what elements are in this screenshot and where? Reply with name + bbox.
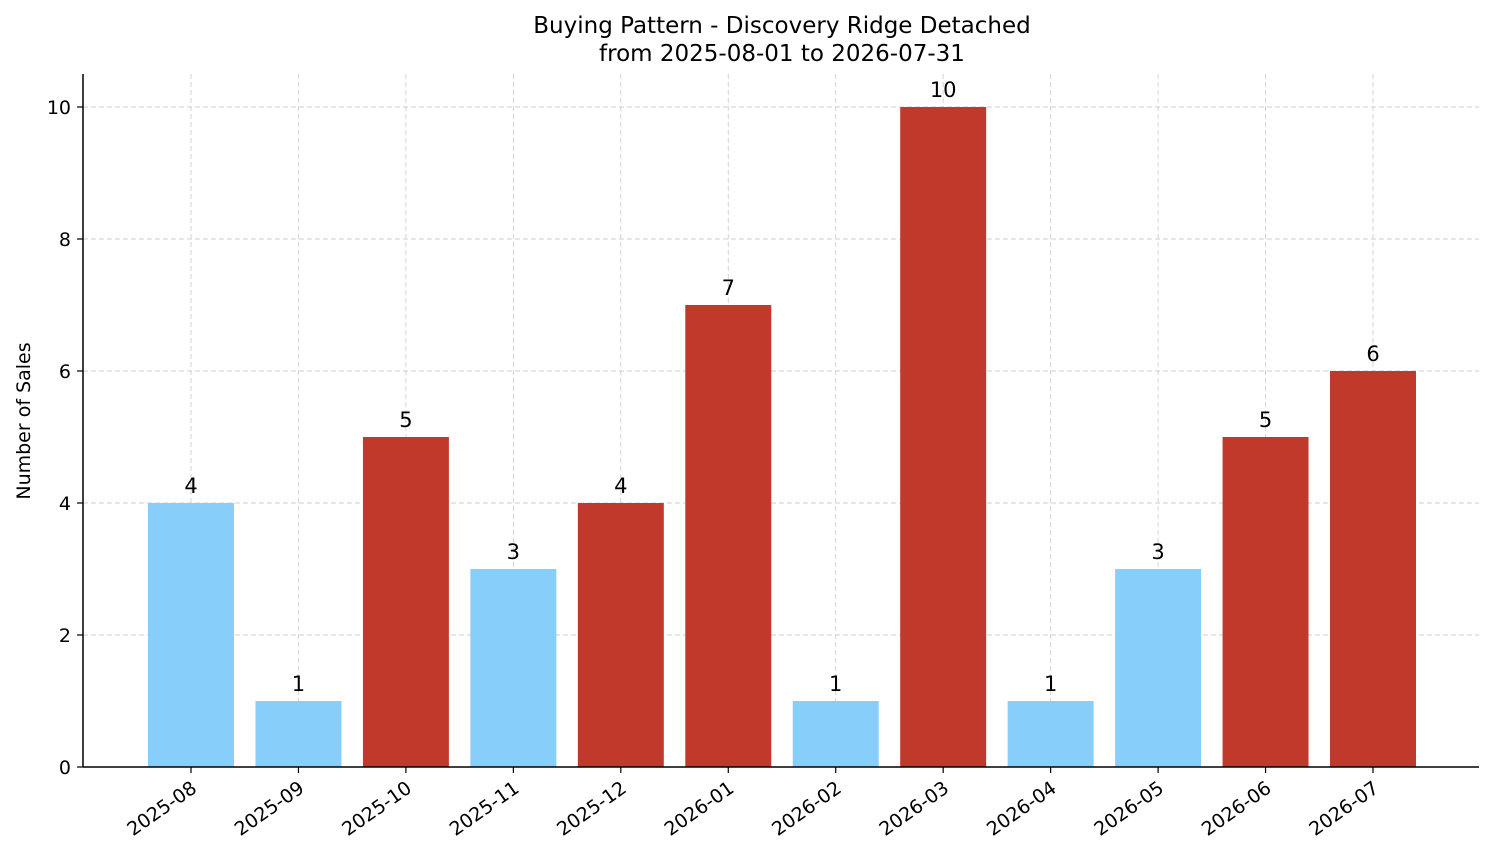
bar-value-label: 6 <box>1366 342 1379 366</box>
bar-2026-03 <box>900 107 987 767</box>
x-tick-label: 2025-09 <box>231 777 309 841</box>
x-tick-label: 2025-10 <box>338 777 416 841</box>
x-tick-label: 2026-06 <box>1198 777 1276 841</box>
bar-2026-02 <box>792 701 879 767</box>
y-tick-label: 8 <box>59 229 71 251</box>
bar-2025-09 <box>255 701 342 767</box>
bar-2026-01 <box>685 305 772 767</box>
x-tick-label: 2025-08 <box>123 777 201 841</box>
y-tick-label: 6 <box>59 361 71 383</box>
bar-2025-08 <box>148 503 234 767</box>
bar-value-label: 10 <box>930 78 957 102</box>
bar-value-label: 1 <box>829 672 842 696</box>
x-tick-label: 2026-02 <box>768 777 846 841</box>
bar-2025-10 <box>362 437 449 767</box>
y-tick-label: 10 <box>47 97 71 119</box>
y-tick-label: 4 <box>59 493 71 515</box>
bar-value-label: 3 <box>507 540 520 564</box>
x-tick-label: 2025-12 <box>553 777 631 841</box>
bar-value-label: 7 <box>722 276 735 300</box>
bar-2025-12 <box>577 503 664 767</box>
bar-2025-11 <box>470 569 557 767</box>
data-labels: 4 1 5 3 4 7 1 10 1 3 5 6 <box>184 78 1379 696</box>
x-tick-label: 2026-01 <box>660 777 738 841</box>
x-tick-label: 2026-03 <box>875 777 953 841</box>
chart-subtitle: from 2025-08-01 to 2026-07-31 <box>599 41 965 67</box>
y-tick-label: 2 <box>59 625 71 647</box>
bar-value-label: 5 <box>399 408 412 432</box>
bar-value-label: 4 <box>614 474 627 498</box>
bar-2026-04 <box>1007 701 1094 767</box>
bar-value-label: 4 <box>184 474 197 498</box>
bar-value-label: 5 <box>1259 408 1272 432</box>
bar-value-label: 1 <box>1044 672 1057 696</box>
x-tick-label: 2026-04 <box>983 777 1061 841</box>
x-tick-label: 2026-05 <box>1090 777 1168 841</box>
bar-2026-06 <box>1222 437 1309 767</box>
y-axis-label: Number of Sales <box>13 342 35 499</box>
x-tick-label: 2025-11 <box>446 777 524 841</box>
y-tick-label: 0 <box>59 757 71 779</box>
bar-value-label: 3 <box>1151 540 1164 564</box>
bar-value-label: 1 <box>292 672 305 696</box>
chart-title: Buying Pattern - Discovery Ridge Detache… <box>533 13 1030 39</box>
x-tick-label: 2026-07 <box>1305 777 1383 841</box>
bar-2026-05 <box>1115 569 1202 767</box>
bar-2026-07 <box>1330 371 1416 767</box>
bars <box>148 107 1416 767</box>
